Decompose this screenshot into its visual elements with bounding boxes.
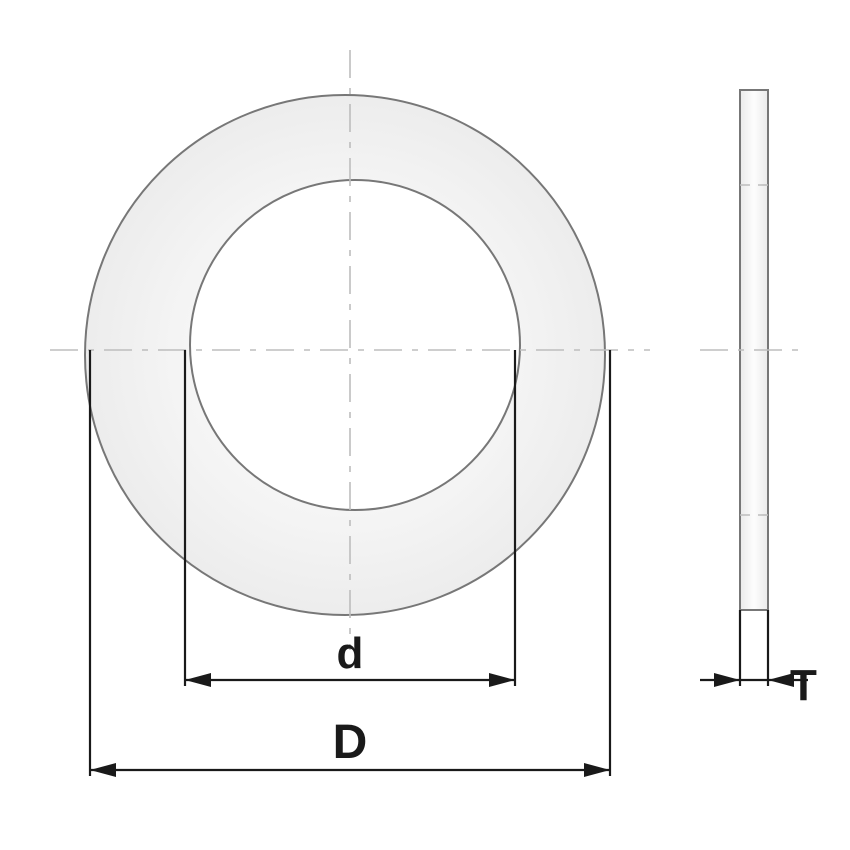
dim-label-d: d [337,629,364,678]
dim-label-T: T [790,661,817,710]
dim-arrow-d-left [185,673,211,687]
dim-arrow-D-left [90,763,116,777]
dim-arrow-D-right [584,763,610,777]
inner-diameter-circle [190,180,520,510]
washer-front-fill [85,95,605,615]
dim-arrow-d-right [489,673,515,687]
dim-label-D: D [333,716,368,769]
dim-arrow-T-left [714,673,740,687]
